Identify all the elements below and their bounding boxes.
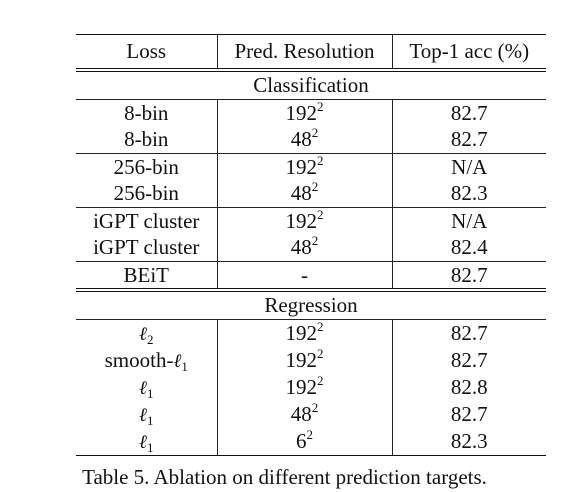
loss-cell: 256-bin [76, 152, 218, 180]
loss-cell: 256-bin [76, 180, 218, 207]
resolution-cell: 482 [217, 233, 393, 261]
table-caption: Table 5. Ablation on different predictio… [82, 465, 487, 489]
header-loss: Loss [76, 34, 218, 70]
resolution-cell: - [217, 260, 393, 290]
accuracy-cell: 82.7 [392, 318, 546, 347]
resolution-cell: 1922 [217, 318, 393, 347]
loss-prefix: smooth- [104, 347, 174, 372]
loss-cell: ℓ2 [76, 318, 218, 347]
header-pred-resolution: Pred. Resolution [217, 34, 393, 70]
accuracy-cell: 82.7 [450, 402, 488, 426]
accuracy-cell: N/A [392, 152, 546, 180]
loss-subscript: 1 [146, 412, 154, 428]
resolution-cell: 482 [217, 400, 393, 428]
resolution-value: 48 [290, 127, 312, 152]
loss-cell: BEiT [76, 260, 218, 290]
table-row: smooth-ℓ1 1922 82.7 [76, 346, 546, 374]
loss-subscript: 1 [146, 385, 154, 401]
resolution-value: 192 [285, 348, 318, 372]
ell-symbol: ℓ [139, 322, 147, 345]
table-row: ℓ1 1922 82.8 [76, 373, 546, 401]
ablation-table-container: Loss Pred. Resolution Top-1 acc (%) Clas… [76, 34, 546, 456]
loss-subscript: 1 [146, 439, 154, 455]
resolution-value: 192 [285, 321, 318, 345]
ell-symbol: ℓ [173, 349, 182, 372]
resolution-value: 48 [290, 402, 312, 426]
resolution-value: 192 [285, 100, 318, 125]
resolution-value: 192 [285, 375, 318, 399]
table-row: iGPT cluster 1922 N/A [76, 206, 546, 234]
section-row-classification: Classification [76, 68, 546, 99]
loss-cell: 8-bin [76, 98, 218, 126]
ell-symbol: ℓ [139, 430, 147, 453]
resolution-exponent: 2 [311, 179, 319, 195]
resolution-value: 6 [296, 429, 307, 453]
table-row: 8-bin 482 82.7 [76, 126, 546, 153]
table-row: BEiT - 82.7 [76, 260, 546, 290]
loss-subscript: 1 [181, 358, 188, 374]
resolution-value: 48 [290, 181, 312, 206]
loss-cell: iGPT cluster [76, 234, 218, 261]
section-title: Regression [76, 288, 546, 319]
accuracy-cell: 82.3 [392, 427, 546, 456]
resolution-exponent: 2 [317, 98, 324, 114]
accuracy-cell: 82.7 [392, 98, 546, 126]
header-top1-acc: Top-1 acc (%) [392, 34, 546, 70]
resolution-value: 192 [285, 208, 318, 233]
resolution-exponent: 2 [317, 206, 324, 222]
resolution-exponent: 2 [311, 233, 319, 249]
loss-cell: 8-bin [76, 126, 218, 153]
accuracy-cell: 82.7 [450, 127, 488, 152]
ell-symbol: ℓ [139, 403, 147, 426]
table-row: iGPT cluster 482 82.4 [76, 234, 546, 261]
loss-cell: ℓ1 [76, 373, 218, 401]
accuracy-cell: 82.7 [392, 260, 546, 290]
resolution-cell: 1922 [217, 98, 393, 126]
table-row: 8-bin 1922 82.7 [76, 98, 546, 126]
section-title: Classification [76, 68, 546, 99]
loss-cell: iGPT cluster [76, 206, 218, 234]
resolution-cell: 1922 [217, 373, 393, 401]
resolution-exponent: 2 [306, 427, 314, 442]
loss-cell: smooth-ℓ1 [76, 346, 218, 374]
resolution-cell: 1922 [217, 206, 393, 234]
resolution-exponent: 2 [317, 373, 324, 388]
loss-cell: ℓ1 [76, 400, 218, 428]
table-row: ℓ1 62 82.3 [76, 427, 546, 456]
resolution-cell: 1922 [217, 152, 393, 180]
resolution-cell: 62 [217, 427, 393, 456]
resolution-value: - [301, 262, 308, 287]
accuracy-cell: 82.7 [450, 348, 488, 372]
resolution-value: 192 [285, 154, 318, 179]
resolution-exponent: 2 [311, 125, 319, 141]
table-row: 256-bin 482 82.3 [76, 180, 546, 207]
resolution-exponent: 2 [311, 400, 319, 415]
loss-cell: ℓ1 [76, 427, 218, 456]
accuracy-cell: 82.3 [450, 181, 488, 206]
table-row: ℓ2 1922 82.7 [76, 318, 546, 347]
resolution-cell: 482 [217, 125, 393, 153]
resolution-exponent: 2 [317, 346, 324, 361]
resolution-exponent: 2 [317, 152, 324, 168]
ablation-table: Loss Pred. Resolution Top-1 acc (%) Clas… [76, 34, 546, 456]
accuracy-cell: N/A [392, 206, 546, 234]
accuracy-cell: 82.8 [450, 375, 488, 399]
table-row: ℓ1 482 82.7 [76, 400, 546, 428]
ell-symbol: ℓ [139, 376, 147, 399]
header-row: Loss Pred. Resolution Top-1 acc (%) [76, 34, 546, 70]
resolution-cell: 482 [217, 179, 393, 207]
resolution-exponent: 2 [317, 319, 324, 334]
resolution-value: 48 [290, 235, 312, 260]
resolution-cell: 1922 [217, 346, 393, 374]
loss-subscript: 2 [146, 331, 154, 347]
accuracy-cell: 82.4 [450, 235, 488, 260]
section-row-regression: Regression [76, 288, 546, 319]
table-row: 256-bin 1922 N/A [76, 152, 546, 180]
